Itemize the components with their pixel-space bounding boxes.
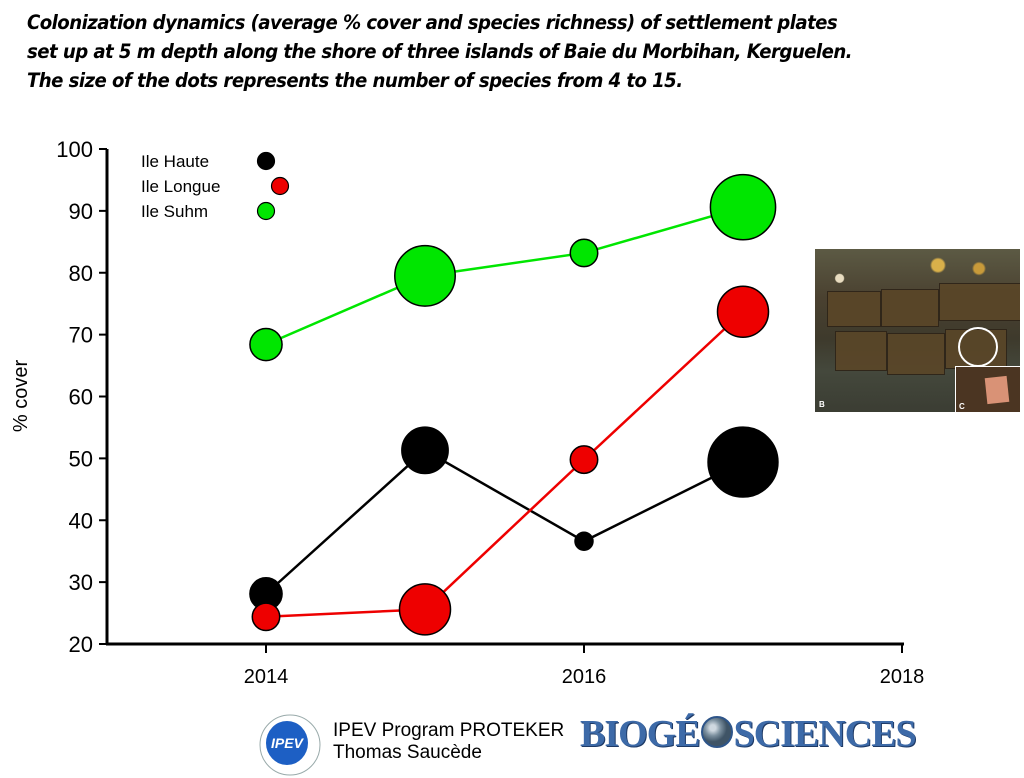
x-tick-label: 2018 — [880, 666, 925, 688]
data-point-ile-longue — [716, 285, 770, 338]
photo-inset: C — [955, 366, 1020, 412]
x-tick-label: 2016 — [562, 666, 607, 688]
data-point-ile-suhm — [569, 238, 599, 268]
data-point-ile-haute — [401, 426, 449, 475]
legend-label: Ile Haute — [141, 152, 209, 171]
legend-marker — [270, 176, 290, 196]
photo-label-b: B — [819, 400, 825, 409]
y-tick-label: 50 — [69, 446, 93, 471]
y-tick-label: 70 — [69, 323, 93, 348]
title-line-3: The size of the dots represents the numb… — [27, 69, 683, 92]
y-tick-label: 40 — [69, 508, 93, 533]
legend-marker — [256, 201, 276, 221]
legend-label: Ile Suhm — [141, 202, 208, 221]
y-tick-label: 80 — [69, 261, 93, 286]
series-line-ile-haute — [265, 448, 744, 595]
globe-icon — [700, 716, 733, 748]
data-point-ile-longue — [569, 445, 599, 475]
data-point-ile-haute — [707, 426, 779, 498]
program-name: IPEV Program PROTEKER — [333, 720, 565, 741]
ipev-logo: IPEV — [259, 714, 321, 776]
y-axis-label: % cover — [10, 360, 32, 433]
y-tick-label: 30 — [69, 570, 93, 595]
ipev-logo-text: IPEV — [271, 735, 305, 751]
data-point-ile-suhm — [249, 327, 283, 362]
y-tick-label: 90 — [69, 199, 93, 224]
y-tick-label: 20 — [69, 632, 93, 657]
photo-label-c: C — [959, 402, 965, 411]
title-line-1: Colonization dynamics (average % cover a… — [27, 11, 838, 34]
author-name: Thomas Saucède — [333, 742, 482, 763]
title-line-2: set up at 5 m depth along the shore of t… — [27, 40, 853, 63]
settlement-plates-photo: C B — [815, 249, 1020, 412]
y-tick-label: 100 — [56, 137, 93, 162]
legend-marker — [256, 151, 276, 171]
y-tick-label: 60 — [69, 385, 93, 410]
series-line-ile-longue — [265, 310, 744, 619]
chart-title: Colonization dynamics (average % cover a… — [27, 8, 948, 95]
footer-credits: IPEV Program PROTEKER Thomas Saucède — [333, 720, 564, 764]
data-point-ile-haute — [574, 531, 594, 552]
logo-text-right: SCIENCES — [733, 713, 917, 755]
data-point-ile-longue — [251, 602, 281, 632]
data-point-ile-suhm — [394, 244, 456, 307]
data-point-ile-suhm — [709, 173, 777, 241]
series-line-ile-suhm — [265, 205, 744, 346]
data-point-ile-longue — [398, 583, 452, 636]
x-tick-label: 2014 — [244, 666, 289, 688]
highlight-circle — [958, 327, 998, 367]
legend-label: Ile Longue — [141, 177, 220, 196]
biogeosciences-logo: BIOGÉ SCIENCES — [580, 712, 917, 756]
logo-text-left: BIOGÉ — [580, 713, 701, 755]
